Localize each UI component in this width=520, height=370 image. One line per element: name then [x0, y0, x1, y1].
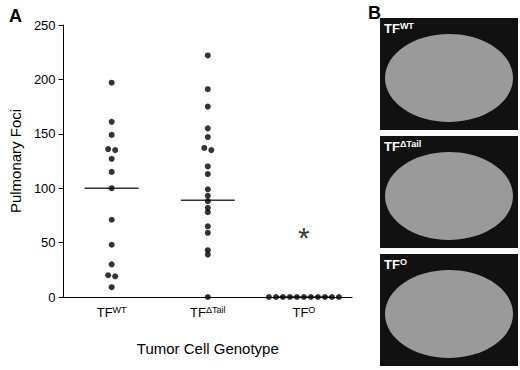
- svg-text:TF: TF: [97, 305, 113, 320]
- svg-text:O: O: [400, 257, 407, 267]
- svg-text:ΔTail: ΔTail: [206, 305, 226, 315]
- svg-text:200: 200: [34, 72, 56, 87]
- svg-text:150: 150: [34, 126, 56, 141]
- svg-text:TF: TF: [384, 257, 400, 272]
- svg-text:*: *: [298, 221, 310, 254]
- svg-text:WT: WT: [113, 305, 127, 315]
- svg-text:WT: WT: [400, 21, 414, 31]
- svg-text:50: 50: [41, 235, 55, 250]
- svg-text:ΔTail: ΔTail: [400, 139, 421, 149]
- svg-text:Pulmonary Foci: Pulmonary Foci: [7, 109, 24, 213]
- svg-text:A: A: [9, 6, 22, 26]
- svg-text:0: 0: [48, 290, 55, 305]
- svg-text:250: 250: [34, 18, 56, 33]
- svg-text:TF: TF: [292, 305, 308, 320]
- svg-text:TF: TF: [384, 21, 400, 36]
- svg-text:O: O: [308, 305, 315, 315]
- svg-text:100: 100: [34, 181, 56, 196]
- svg-text:TF: TF: [384, 139, 400, 154]
- svg-text:Tumor Cell Genotype: Tumor Cell Genotype: [137, 340, 279, 357]
- svg-text:B: B: [368, 3, 381, 23]
- svg-text:TF: TF: [190, 305, 206, 320]
